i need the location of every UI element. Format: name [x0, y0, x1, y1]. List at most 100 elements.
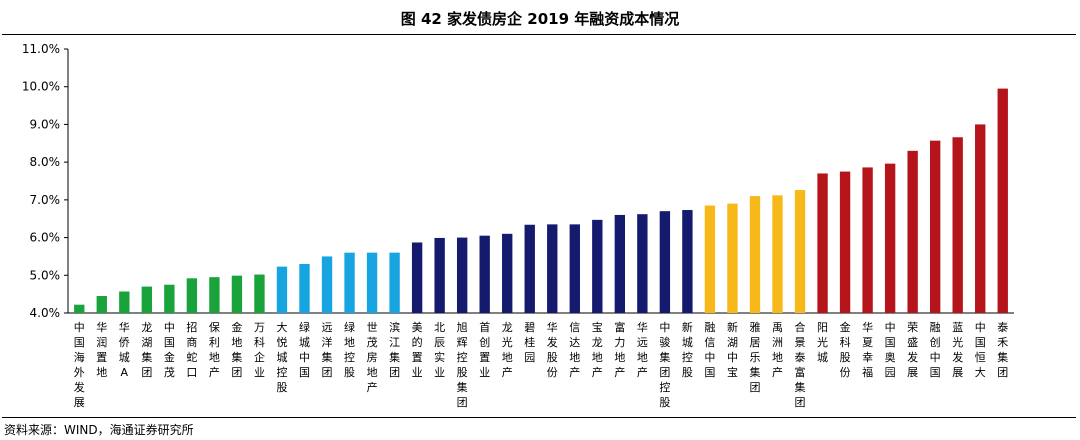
bar — [164, 284, 175, 313]
bar — [479, 235, 490, 313]
x-category-label: 华远地产 — [637, 320, 648, 379]
x-category-label: 龙湖集团 — [141, 321, 152, 379]
y-tick-label: 8.0% — [30, 155, 61, 169]
bar — [547, 224, 558, 313]
x-category-label: 招商蛇口 — [186, 320, 197, 379]
x-category-label: 保利地产 — [209, 320, 220, 379]
x-category-label: 金科股份 — [840, 320, 851, 379]
x-category-label: 滨江集团 — [389, 320, 400, 379]
bar — [456, 237, 468, 313]
bar — [637, 214, 648, 313]
bar — [321, 256, 333, 313]
x-category-label: 宝龙地产 — [592, 320, 603, 379]
y-tick-label: 6.0% — [30, 231, 61, 245]
bar — [119, 291, 130, 313]
x-category-label: 世茂房地产 — [367, 321, 378, 394]
x-category-label: 旭辉控股集团 — [457, 320, 468, 409]
y-tick-label: 7.0% — [30, 193, 61, 207]
footer-divider — [2, 417, 1076, 418]
bar — [209, 277, 220, 313]
y-tick-label: 10.0% — [22, 80, 60, 94]
bar — [254, 274, 265, 313]
x-category-label: 荣盛发展 — [907, 321, 918, 379]
bar — [231, 275, 243, 313]
source-note: 资料来源：WIND，海通证券研究所 — [4, 423, 194, 437]
bar — [659, 211, 671, 313]
bar — [862, 167, 873, 313]
x-category-label: 绿地控股 — [344, 320, 355, 379]
x-category-label: 大悦城控股 — [276, 320, 287, 394]
bar — [141, 286, 153, 313]
bar — [524, 224, 535, 313]
bar — [794, 190, 806, 313]
bar — [929, 140, 941, 313]
bar — [772, 195, 783, 313]
x-category-label: 新湖中宝 — [727, 320, 738, 379]
bars — [74, 88, 1008, 313]
x-category-label: 雅居乐集团 — [749, 320, 760, 394]
x-category-label: 北辰实业 — [434, 321, 445, 379]
x-category-label: 中国恒大 — [975, 321, 986, 379]
x-category-label: 中骏集团控股 — [659, 321, 670, 409]
x-category-label: 华发股份 — [547, 320, 558, 379]
y-tick-label: 4.0% — [30, 306, 61, 320]
bar — [434, 237, 445, 313]
x-category-label: 远洋集团 — [322, 321, 333, 379]
bar — [997, 88, 1008, 313]
bar — [952, 137, 963, 313]
x-category-label: 融创中国 — [930, 321, 941, 379]
x-category-label: 龙光地产 — [502, 321, 513, 379]
x-category-label: 融信中国 — [704, 321, 715, 379]
bar-chart: 4.0% 5.0% 6.0% 7.0% 8.0% 9.0% 10.0% 11.0% 中国海外发… — [22, 42, 1014, 409]
bar — [839, 171, 851, 313]
x-category-label: 中国海外发展 — [74, 321, 85, 409]
bar — [96, 296, 107, 313]
bar — [592, 219, 603, 313]
x-category-label: 万科企业 — [254, 321, 265, 379]
x-category-label: 华润置地 — [96, 320, 107, 379]
bar — [749, 196, 761, 313]
x-category-label: 蓝光发展 — [952, 321, 963, 379]
bar — [569, 224, 580, 313]
y-axis: 4.0% 5.0% 6.0% 7.0% 8.0% 9.0% 10.0% 11.0% — [22, 42, 1014, 320]
chart-title: 图 42 家发债房企 2019 年融资成本情况 — [400, 10, 680, 28]
x-category-label: 新城控股 — [682, 320, 693, 379]
x-category-label: 合景泰富集团 — [795, 320, 806, 409]
bar — [299, 263, 310, 313]
y-tick-label: 5.0% — [30, 268, 61, 282]
x-category-label: 富力地产 — [614, 320, 625, 379]
bar — [389, 252, 400, 313]
x-category-label: 阳光城 — [817, 321, 828, 364]
bar — [366, 252, 378, 313]
x-category-label: 华夏幸福 — [862, 320, 873, 379]
bar — [975, 124, 986, 313]
bar — [186, 278, 198, 313]
y-tick-label: 9.0% — [30, 117, 61, 131]
x-category-label: 首创置业 — [479, 320, 490, 379]
bar — [907, 150, 918, 313]
bar — [817, 173, 828, 313]
x-category-label: 美的置业 — [412, 321, 423, 379]
x-category-label: 信达地产 — [569, 321, 580, 379]
bar — [276, 266, 288, 313]
x-category-label: 泰禾集团 — [997, 320, 1008, 379]
x-category-label: 绿城中国 — [299, 320, 310, 379]
bar — [74, 304, 85, 313]
bar — [502, 233, 513, 313]
x-category-label: 金地集团 — [231, 320, 242, 379]
bar — [884, 163, 896, 313]
x-category-label: 华侨城 A — [119, 320, 130, 379]
bar — [411, 242, 423, 313]
x-category-label: 禹洲地产 — [772, 321, 783, 379]
y-tick-label: 11.0% — [22, 42, 60, 56]
title-divider — [2, 34, 1076, 35]
bar — [682, 210, 693, 313]
bar — [344, 252, 355, 313]
bar — [614, 214, 626, 313]
x-category-label: 碧桂园 — [524, 321, 535, 364]
bar — [727, 203, 738, 313]
x-category-label: 中国奥园 — [885, 321, 896, 379]
x-category-label: 中国金茂 — [164, 321, 175, 379]
bar — [704, 205, 716, 313]
